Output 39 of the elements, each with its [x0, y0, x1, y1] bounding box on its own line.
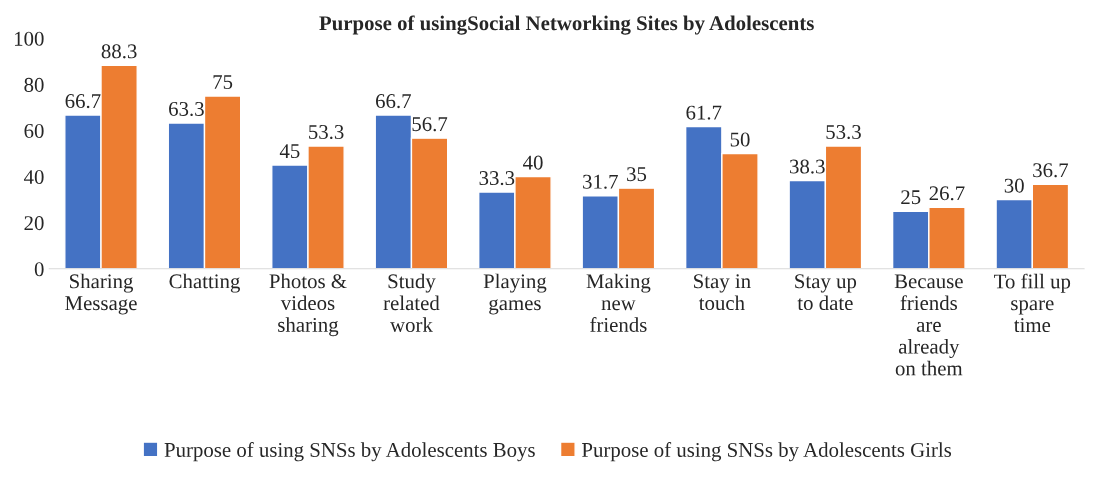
y-tick-label: 0 — [34, 262, 44, 277]
data-label: 66.7 — [376, 94, 411, 109]
y-tick-label: 60 — [24, 123, 44, 138]
y-tick-label: 20 — [24, 216, 44, 231]
x-tick-label: To fill up spare time — [994, 273, 1071, 333]
data-label: 38.3 — [790, 159, 825, 174]
data-label: 33.3 — [479, 171, 515, 186]
x-tick-label: Making new friends — [586, 273, 651, 332]
data-label: 63.3 — [169, 101, 204, 117]
data-label: 26.7 — [929, 186, 965, 201]
y-tick-label: 100 — [15, 31, 44, 46]
x-tick-label: Stay up to date — [795, 274, 857, 311]
data-label: 88.3 — [101, 44, 137, 59]
x-tick-label: Sharing Message — [65, 273, 137, 315]
data-label: 45 — [279, 144, 300, 159]
x-tick-label: Playing games — [483, 273, 547, 315]
data-label: 61.7 — [686, 105, 722, 120]
data-label: 31.7 — [583, 174, 618, 189]
data-label: 25 — [901, 190, 921, 205]
data-label: 36.7 — [1033, 163, 1069, 178]
y-tick-label: 80 — [24, 77, 44, 92]
x-tick-label: Photos & videos sharing — [269, 273, 347, 337]
legend-label: Purpose of using SNSs by Adolescents Boys — [164, 442, 535, 462]
data-label: 30 — [1004, 178, 1024, 193]
data-label: 56.7 — [412, 117, 448, 132]
data-label: 53.3 — [826, 124, 861, 140]
x-tick-label: Because friends are already on them — [894, 274, 963, 376]
data-label: 75 — [213, 75, 233, 89]
x-tick-label: Stay in touch — [694, 274, 751, 311]
chart-title: Purpose of usingSocial Networking Sites by Adolescents — [319, 15, 814, 35]
data-label: 50 — [730, 132, 750, 147]
x-tick-label: Chatting — [169, 273, 240, 293]
y-tick-label: 40 — [23, 170, 44, 185]
data-label: 53.3 — [309, 124, 344, 140]
data-label: 66.7 — [65, 94, 101, 109]
data-label: 40 — [523, 155, 543, 170]
x-tick-label: Study related work — [383, 273, 440, 332]
legend-label: Purpose of using SNSs by Adolescents Girls — [582, 442, 952, 462]
data-label: 35 — [627, 167, 647, 182]
